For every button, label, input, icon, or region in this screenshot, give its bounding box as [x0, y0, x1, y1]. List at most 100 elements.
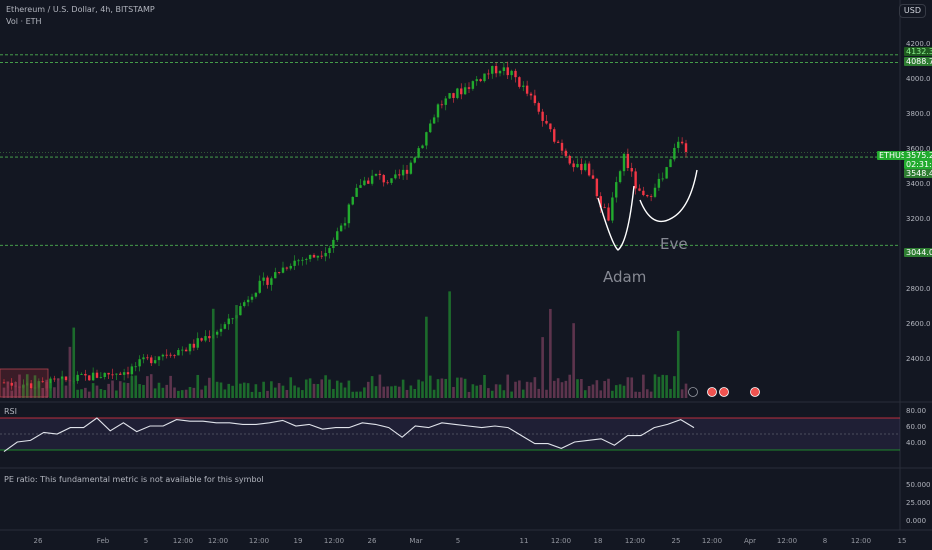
candle-body[interactable] — [657, 178, 661, 188]
dividend-event-icon[interactable] — [688, 387, 698, 397]
candle-body[interactable] — [250, 296, 254, 300]
candle-body[interactable] — [440, 104, 444, 106]
candle-body[interactable] — [638, 188, 641, 191]
candle-body[interactable] — [262, 277, 265, 281]
candle-body[interactable] — [405, 169, 409, 174]
candle-body[interactable] — [483, 73, 486, 82]
candle-body[interactable] — [301, 259, 304, 261]
candle-body[interactable] — [677, 141, 680, 148]
candle-body[interactable] — [576, 163, 579, 168]
candle-body[interactable] — [281, 267, 285, 273]
candle-body[interactable] — [119, 373, 122, 375]
candle-body[interactable] — [673, 147, 676, 160]
candle-body[interactable] — [289, 265, 292, 269]
candle-body[interactable] — [231, 318, 234, 320]
candle-body[interactable] — [615, 182, 618, 198]
candle-body[interactable] — [649, 196, 653, 198]
earnings-event-icon[interactable] — [707, 387, 717, 397]
candle-body[interactable] — [103, 372, 106, 377]
earnings-event-icon[interactable] — [750, 387, 760, 397]
candle-body[interactable] — [390, 178, 393, 183]
candle-body[interactable] — [630, 168, 633, 172]
candle-body[interactable] — [413, 157, 416, 163]
candle-body[interactable] — [181, 349, 184, 351]
candle-body[interactable] — [595, 178, 599, 197]
candle-body[interactable] — [448, 93, 451, 99]
candle-body[interactable] — [29, 383, 33, 389]
candle-body[interactable] — [169, 354, 172, 356]
candle-body[interactable] — [227, 318, 230, 325]
candle-body[interactable] — [122, 372, 126, 375]
candle-body[interactable] — [161, 354, 165, 357]
candle-body[interactable] — [41, 381, 44, 383]
candle-body[interactable] — [305, 259, 308, 260]
adam-curve[interactable] — [597, 185, 635, 251]
candle-body[interactable] — [541, 111, 544, 121]
candle-body[interactable] — [425, 132, 428, 146]
candle-body[interactable] — [417, 148, 420, 158]
candle-body[interactable] — [53, 378, 56, 380]
candle-body[interactable] — [502, 67, 506, 71]
candle-body[interactable] — [200, 338, 203, 341]
candle-body[interactable] — [254, 292, 258, 297]
candle-body[interactable] — [285, 267, 289, 269]
candle-body[interactable] — [223, 324, 227, 329]
candle-body[interactable] — [684, 143, 688, 152]
candle-body[interactable] — [401, 169, 405, 176]
candle-body[interactable] — [378, 173, 382, 176]
candle-body[interactable] — [498, 70, 502, 74]
candle-body[interactable] — [471, 81, 475, 89]
candle-body[interactable] — [243, 302, 246, 307]
candle-body[interactable] — [533, 95, 537, 104]
candle-body[interactable] — [553, 129, 556, 142]
candle-body[interactable] — [475, 79, 478, 82]
candle-body[interactable] — [634, 171, 637, 189]
candle-body[interactable] — [522, 85, 525, 87]
candle-body[interactable] — [494, 66, 498, 74]
candle-body[interactable] — [506, 67, 509, 76]
candle-body[interactable] — [297, 260, 300, 262]
candle-body[interactable] — [99, 376, 103, 378]
candle-body[interactable] — [680, 141, 684, 144]
candle-body[interactable] — [409, 162, 413, 174]
candle-body[interactable] — [642, 190, 645, 196]
consolidation-box[interactable] — [0, 368, 49, 398]
candle-body[interactable] — [355, 187, 358, 197]
candle-body[interactable] — [146, 357, 149, 359]
candle-body[interactable] — [370, 175, 374, 184]
candle-body[interactable] — [115, 373, 118, 375]
candle-body[interactable] — [429, 123, 432, 133]
candle-body[interactable] — [584, 163, 587, 171]
rsi-label[interactable]: RSI — [4, 407, 17, 416]
candle-body[interactable] — [460, 88, 463, 95]
candle-body[interactable] — [111, 374, 114, 376]
candle-body[interactable] — [491, 66, 494, 74]
candle-body[interactable] — [173, 355, 176, 357]
candle-body[interactable] — [421, 145, 424, 149]
candle-body[interactable] — [239, 306, 242, 316]
candle-body[interactable] — [510, 70, 513, 76]
candle-body[interactable] — [549, 123, 552, 130]
candle-body[interactable] — [76, 374, 79, 381]
candle-body[interactable] — [618, 171, 622, 183]
candle-body[interactable] — [188, 343, 192, 352]
candle-body[interactable] — [463, 87, 467, 95]
candle-body[interactable] — [545, 120, 548, 124]
candle-body[interactable] — [219, 328, 223, 332]
candle-body[interactable] — [192, 343, 196, 348]
candle-body[interactable] — [394, 174, 397, 179]
candle-body[interactable] — [196, 338, 199, 348]
candle-body[interactable] — [204, 336, 207, 341]
candle-body[interactable] — [580, 163, 583, 171]
candle-body[interactable] — [316, 255, 320, 258]
candle-body[interactable] — [572, 163, 575, 168]
candle-body[interactable] — [564, 150, 568, 156]
candle-body[interactable] — [626, 153, 630, 169]
candle-body[interactable] — [138, 359, 141, 367]
candle-body[interactable] — [487, 73, 490, 75]
candle-body[interactable] — [184, 349, 188, 352]
candle-body[interactable] — [479, 79, 482, 82]
candle-body[interactable] — [328, 248, 331, 253]
candle-body[interactable] — [258, 280, 261, 293]
